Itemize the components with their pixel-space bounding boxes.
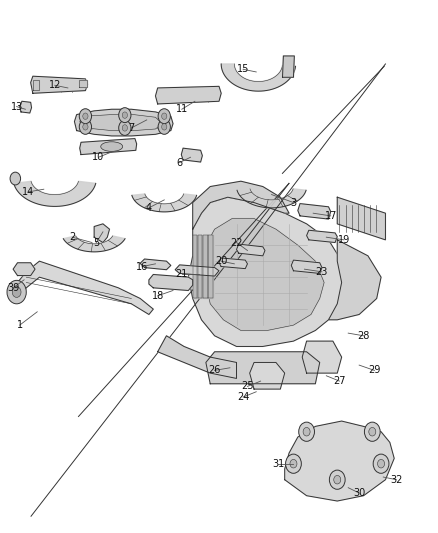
Polygon shape (208, 235, 213, 298)
Polygon shape (79, 80, 87, 87)
Polygon shape (237, 189, 306, 208)
Polygon shape (283, 56, 294, 77)
Text: 7: 7 (128, 123, 134, 133)
Polygon shape (188, 197, 346, 346)
Circle shape (79, 119, 92, 134)
Circle shape (162, 113, 167, 119)
Polygon shape (219, 258, 247, 269)
Polygon shape (149, 274, 193, 290)
Circle shape (303, 427, 310, 436)
Polygon shape (203, 235, 208, 298)
Polygon shape (94, 224, 110, 243)
Text: 21: 21 (176, 270, 188, 279)
Circle shape (79, 109, 92, 124)
Text: 24: 24 (237, 392, 249, 402)
Polygon shape (198, 235, 202, 298)
Circle shape (7, 280, 26, 304)
Circle shape (334, 475, 341, 484)
Circle shape (12, 287, 21, 297)
Circle shape (369, 427, 376, 436)
Polygon shape (80, 139, 137, 155)
Polygon shape (206, 352, 320, 384)
Ellipse shape (101, 142, 123, 151)
Text: 20: 20 (215, 256, 227, 266)
Text: 31: 31 (272, 459, 284, 469)
Text: 19: 19 (338, 235, 350, 245)
Polygon shape (193, 235, 197, 298)
Polygon shape (74, 109, 173, 136)
Text: 25: 25 (241, 382, 254, 391)
Text: 15: 15 (237, 64, 249, 74)
Text: 5: 5 (93, 238, 99, 247)
Text: 23: 23 (316, 267, 328, 277)
Text: 6: 6 (177, 158, 183, 167)
Circle shape (378, 459, 385, 468)
Circle shape (329, 470, 345, 489)
Circle shape (158, 109, 170, 124)
Polygon shape (206, 219, 324, 330)
Circle shape (364, 422, 380, 441)
Text: 3: 3 (290, 198, 297, 207)
Circle shape (119, 120, 131, 135)
Circle shape (286, 454, 301, 473)
Circle shape (10, 172, 21, 185)
Text: 14: 14 (22, 187, 35, 197)
Polygon shape (337, 197, 385, 240)
Polygon shape (291, 260, 322, 273)
Polygon shape (158, 336, 237, 378)
Text: 27: 27 (333, 376, 346, 386)
Polygon shape (140, 259, 171, 270)
Circle shape (290, 459, 297, 468)
Text: 39: 39 (7, 283, 19, 293)
Text: 16: 16 (136, 262, 148, 271)
Polygon shape (221, 64, 296, 91)
Text: 11: 11 (176, 104, 188, 114)
Polygon shape (20, 101, 32, 113)
Text: 28: 28 (357, 331, 370, 341)
Circle shape (299, 422, 314, 441)
Polygon shape (181, 148, 202, 162)
Text: 29: 29 (368, 366, 381, 375)
Polygon shape (64, 236, 125, 252)
Circle shape (83, 113, 88, 119)
Polygon shape (302, 341, 342, 373)
Polygon shape (307, 230, 337, 243)
Polygon shape (31, 76, 88, 93)
Circle shape (158, 119, 170, 134)
Polygon shape (250, 362, 285, 389)
Text: 12: 12 (49, 80, 61, 90)
Text: 17: 17 (325, 211, 337, 221)
Polygon shape (298, 204, 331, 219)
Polygon shape (237, 244, 265, 256)
Polygon shape (80, 115, 162, 131)
Text: 4: 4 (146, 203, 152, 213)
Text: 30: 30 (353, 488, 365, 498)
Text: 2: 2 (69, 232, 75, 242)
Circle shape (122, 112, 127, 118)
Polygon shape (328, 240, 381, 320)
Text: 10: 10 (92, 152, 105, 162)
Text: 18: 18 (152, 291, 164, 301)
Polygon shape (33, 80, 39, 90)
Text: 1: 1 (17, 320, 23, 330)
Circle shape (122, 125, 127, 131)
Text: 26: 26 (208, 366, 221, 375)
Text: 32: 32 (390, 475, 403, 484)
Polygon shape (175, 265, 219, 276)
Polygon shape (155, 86, 221, 104)
Circle shape (373, 454, 389, 473)
Text: 13: 13 (11, 102, 23, 111)
Text: 22: 22 (230, 238, 243, 247)
Polygon shape (132, 194, 197, 212)
Polygon shape (13, 263, 35, 276)
Circle shape (162, 124, 167, 130)
Polygon shape (193, 181, 289, 229)
Circle shape (83, 124, 88, 130)
Circle shape (119, 108, 131, 123)
Polygon shape (285, 421, 394, 501)
Polygon shape (13, 261, 153, 314)
Polygon shape (14, 181, 96, 206)
